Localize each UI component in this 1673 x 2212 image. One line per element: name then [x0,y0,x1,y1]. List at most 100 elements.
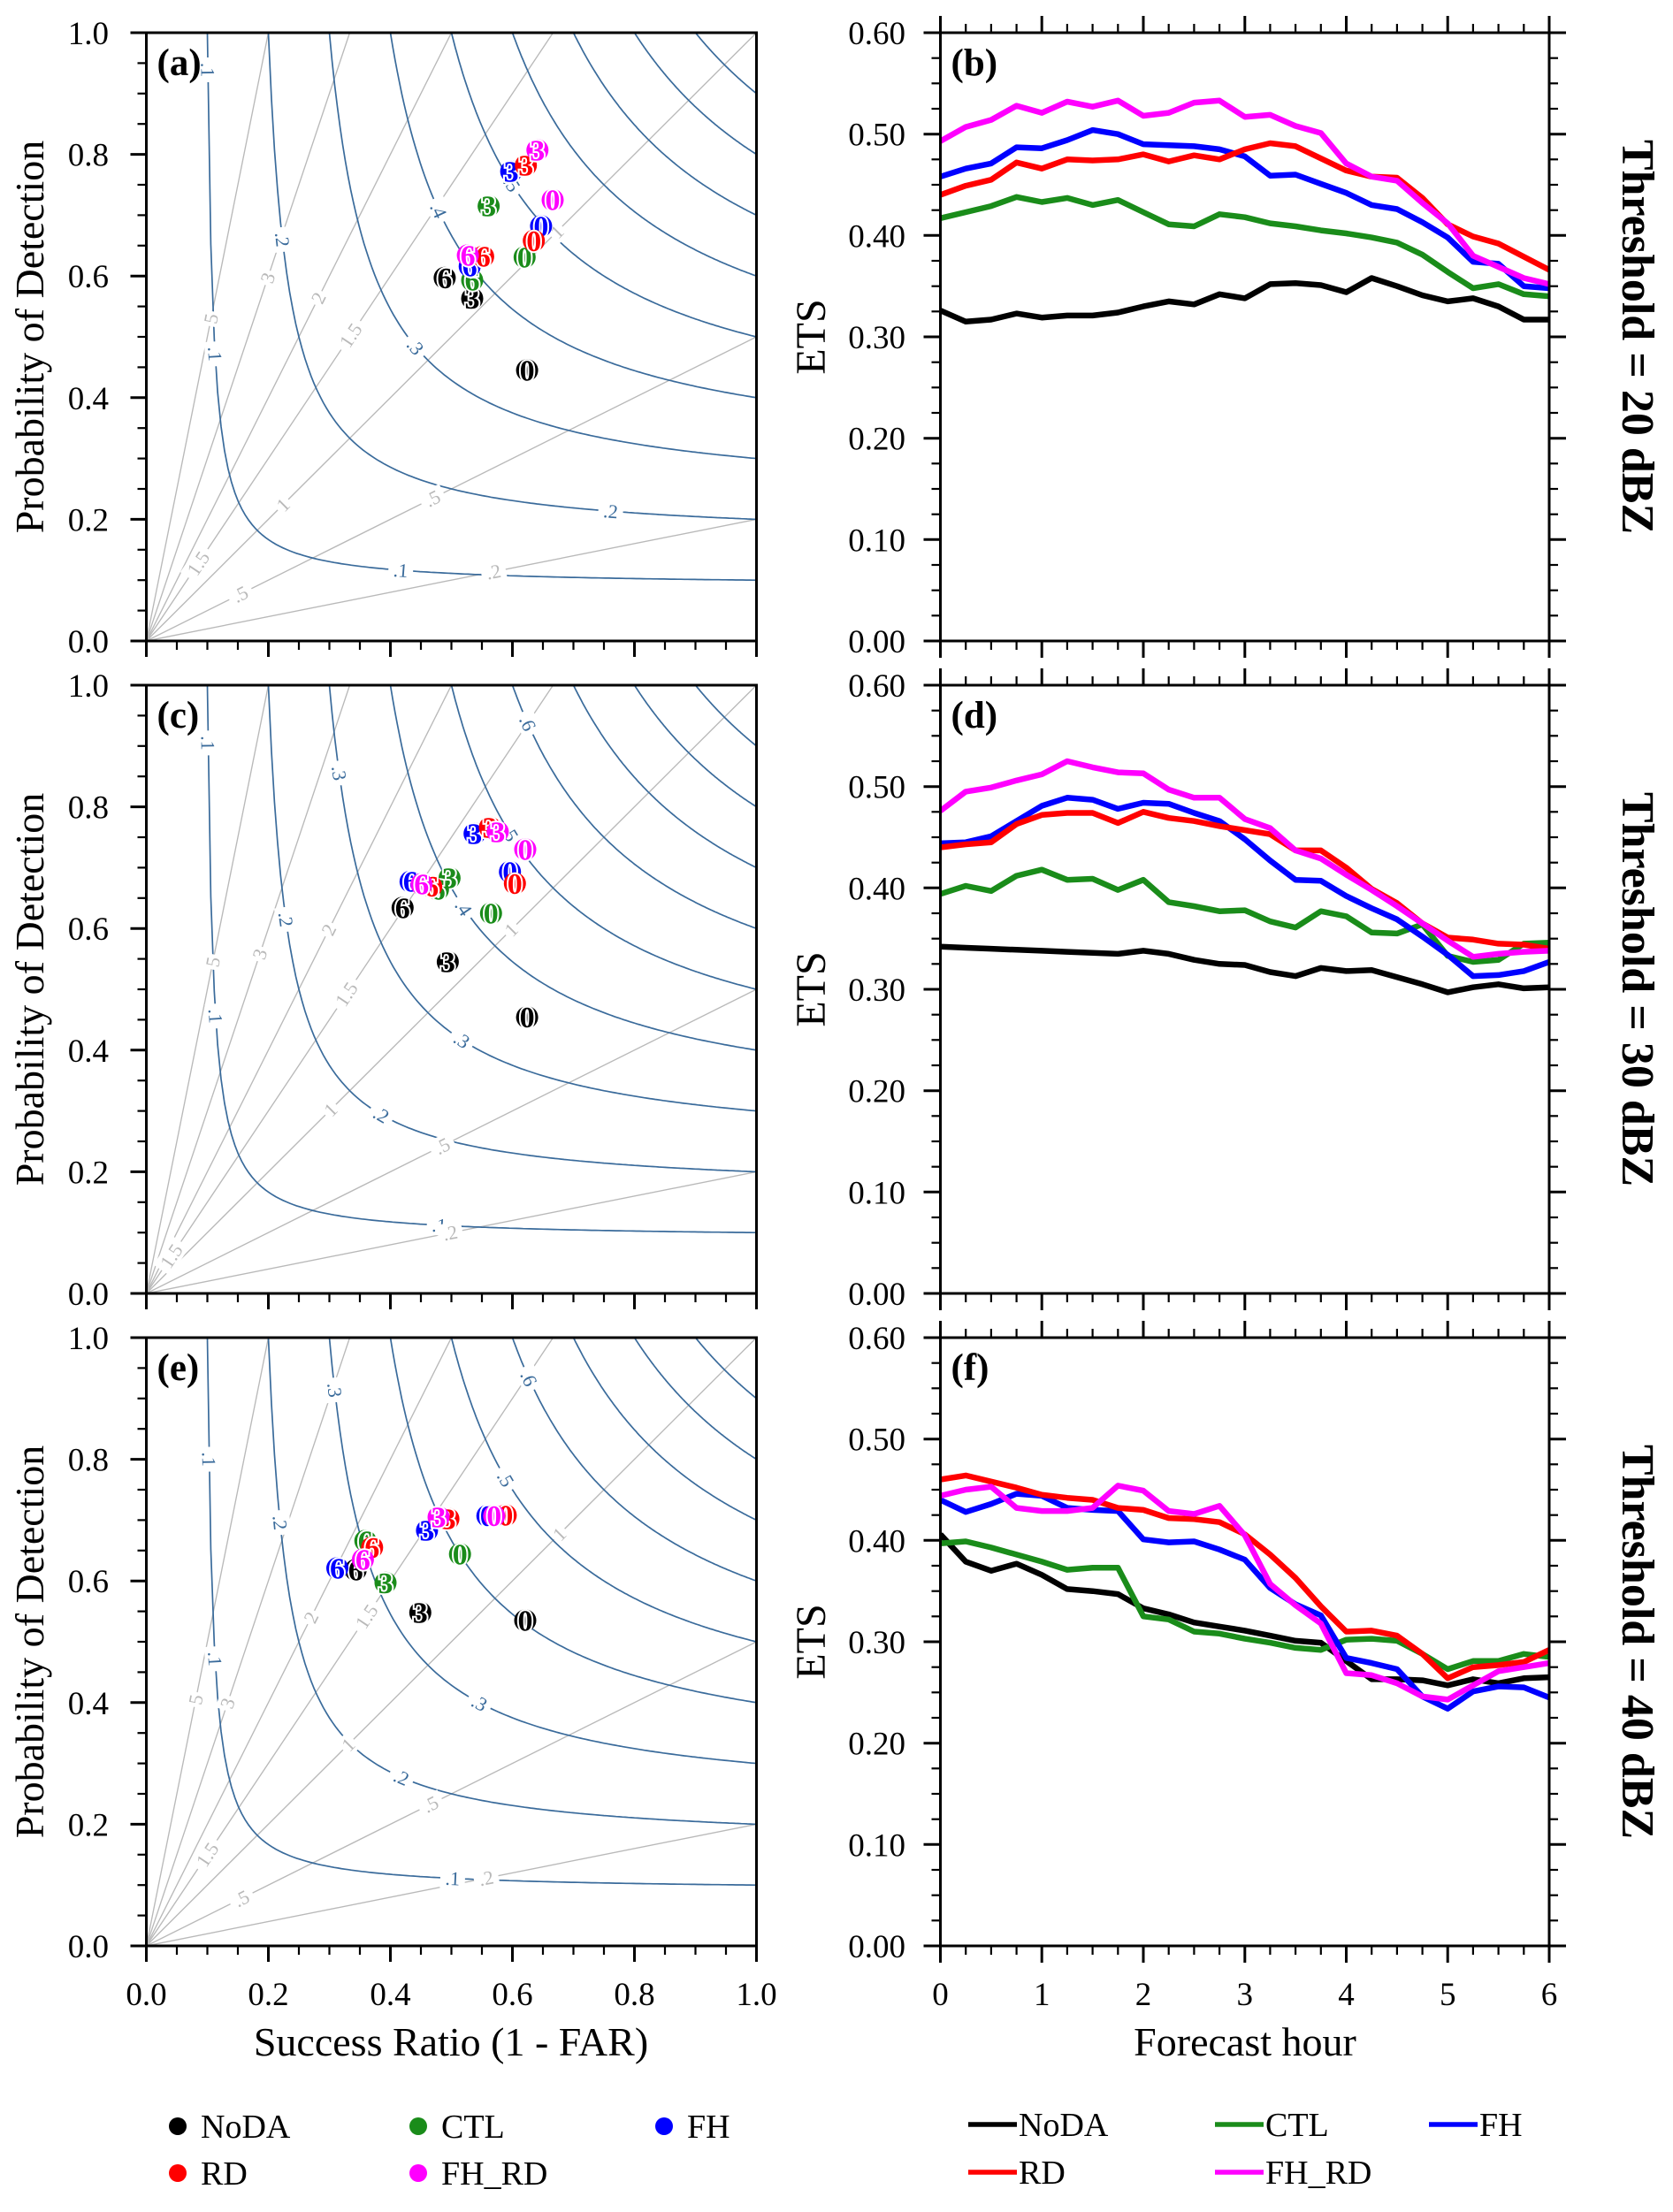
svg-text:0.6: 0.6 [68,1564,109,1600]
svg-text:1: 1 [1034,1977,1050,2013]
svg-text:(f): (f) [951,1347,989,1389]
svg-text:6: 6 [437,263,452,295]
svg-text:0.60: 0.60 [848,1321,905,1357]
svg-text:0.4: 0.4 [370,1977,410,2013]
svg-text:Threshold = 40 dBZ: Threshold = 40 dBZ [1612,1445,1662,1839]
svg-text:0.2: 0.2 [248,1977,288,2013]
svg-text:0.2: 0.2 [68,502,109,538]
svg-text:.2: .2 [485,560,503,584]
svg-text:0.20: 0.20 [848,1074,905,1110]
svg-text:.2: .2 [441,1221,460,1246]
svg-text:3: 3 [1237,1977,1254,2013]
svg-text:CTL: CTL [441,2109,505,2146]
svg-text:Threshold = 30 dBZ: Threshold = 30 dBZ [1612,792,1662,1186]
svg-text:0.10: 0.10 [848,522,905,559]
svg-text:.1: .1 [393,559,409,582]
svg-text:Threshold = 20 dBZ: Threshold = 20 dBZ [1612,140,1662,534]
svg-text:0.00: 0.00 [848,1929,905,1965]
svg-text:0.8: 0.8 [68,138,109,174]
svg-text:.1: .1 [197,736,219,751]
svg-text:0.8: 0.8 [68,1443,109,1479]
svg-text:0.0: 0.0 [68,1277,109,1313]
svg-text:0.10: 0.10 [848,1175,905,1211]
svg-text:0: 0 [526,225,541,258]
svg-text:0: 0 [520,355,535,387]
svg-text:3: 3 [465,283,480,316]
svg-text:5: 5 [199,312,223,326]
svg-text:.2: .2 [274,911,298,928]
svg-text:FH: FH [1479,2107,1523,2144]
svg-text:6: 6 [330,1552,345,1585]
svg-text:0.00: 0.00 [848,1277,905,1313]
svg-text:(d): (d) [951,695,998,736]
svg-text:0: 0 [484,898,499,931]
svg-text:0.2: 0.2 [68,1155,109,1191]
svg-text:(a): (a) [157,42,202,84]
svg-text:(c): (c) [157,695,200,736]
svg-text:4: 4 [1338,1977,1355,2013]
svg-text:Forecast hour: Forecast hour [1134,2019,1356,2064]
svg-text:Probability of Detection: Probability of Detection [7,793,52,1186]
svg-text:0.20: 0.20 [848,422,905,458]
svg-text:5: 5 [184,1693,208,1707]
svg-text:5: 5 [1440,1977,1456,2013]
svg-text:0.50: 0.50 [848,1423,905,1459]
svg-text:0: 0 [486,1500,501,1533]
svg-text:.1: .1 [203,1651,226,1667]
svg-text:FH_RD: FH_RD [441,2155,547,2193]
svg-text:0.0: 0.0 [68,1929,109,1965]
svg-text:.2: .2 [271,231,294,248]
svg-text:.3: .3 [327,765,351,782]
svg-text:1.0: 1.0 [736,1977,776,2013]
svg-text:6: 6 [414,869,429,902]
svg-text:0.00: 0.00 [848,624,905,660]
svg-text:0: 0 [520,1002,535,1034]
svg-text:.3: .3 [323,1382,347,1399]
svg-text:0: 0 [498,1499,513,1532]
svg-text:ETS: ETS [788,1604,835,1679]
svg-text:0.0: 0.0 [68,624,109,660]
svg-text:0.2: 0.2 [68,1807,109,1843]
svg-text:0: 0 [546,185,561,217]
svg-text:3: 3 [530,134,545,167]
svg-text:0.4: 0.4 [68,1686,109,1722]
svg-text:0: 0 [508,868,523,901]
svg-text:0.4: 0.4 [68,381,109,417]
svg-text:FH_RD: FH_RD [1265,2155,1371,2192]
svg-text:3: 3 [440,947,455,980]
svg-text:3: 3 [481,191,496,224]
svg-text:1.0: 1.0 [68,16,109,52]
svg-text:0.40: 0.40 [848,871,905,907]
svg-text:FH: FH [687,2109,730,2146]
svg-text:6: 6 [395,892,410,925]
svg-text:0.8: 0.8 [614,1977,654,2013]
svg-text:ETS: ETS [788,951,835,1026]
svg-text:0.60: 0.60 [848,668,905,705]
svg-text:1.0: 1.0 [68,668,109,705]
svg-text:0.30: 0.30 [848,973,905,1009]
svg-text:0: 0 [518,834,533,866]
svg-text:0: 0 [518,1605,533,1637]
svg-text:ETS: ETS [788,299,835,374]
svg-text:5: 5 [201,955,225,969]
svg-text:6: 6 [1541,1977,1558,2013]
svg-text:0.6: 0.6 [68,259,109,295]
svg-text:0.6: 0.6 [68,911,109,948]
svg-text:.2: .2 [602,500,618,522]
svg-text:RD: RD [201,2155,248,2193]
svg-text:.1: .1 [196,63,218,78]
svg-text:(e): (e) [157,1347,200,1389]
svg-text:.1: .1 [204,1008,227,1024]
svg-text:0.50: 0.50 [848,118,905,154]
svg-text:RD: RD [1019,2155,1066,2192]
svg-text:Success Ratio (1 - FAR): Success Ratio (1 - FAR) [254,2019,648,2064]
svg-text:0.10: 0.10 [848,1827,905,1864]
svg-text:1.0: 1.0 [68,1321,109,1357]
svg-text:3: 3 [413,1598,428,1630]
svg-text:(b): (b) [951,42,998,84]
svg-text:0.50: 0.50 [848,770,905,806]
svg-text:0: 0 [932,1977,949,2013]
svg-text:.1: .1 [445,1867,461,1890]
svg-text:0.40: 0.40 [848,218,905,255]
svg-text:6: 6 [355,1545,371,1577]
